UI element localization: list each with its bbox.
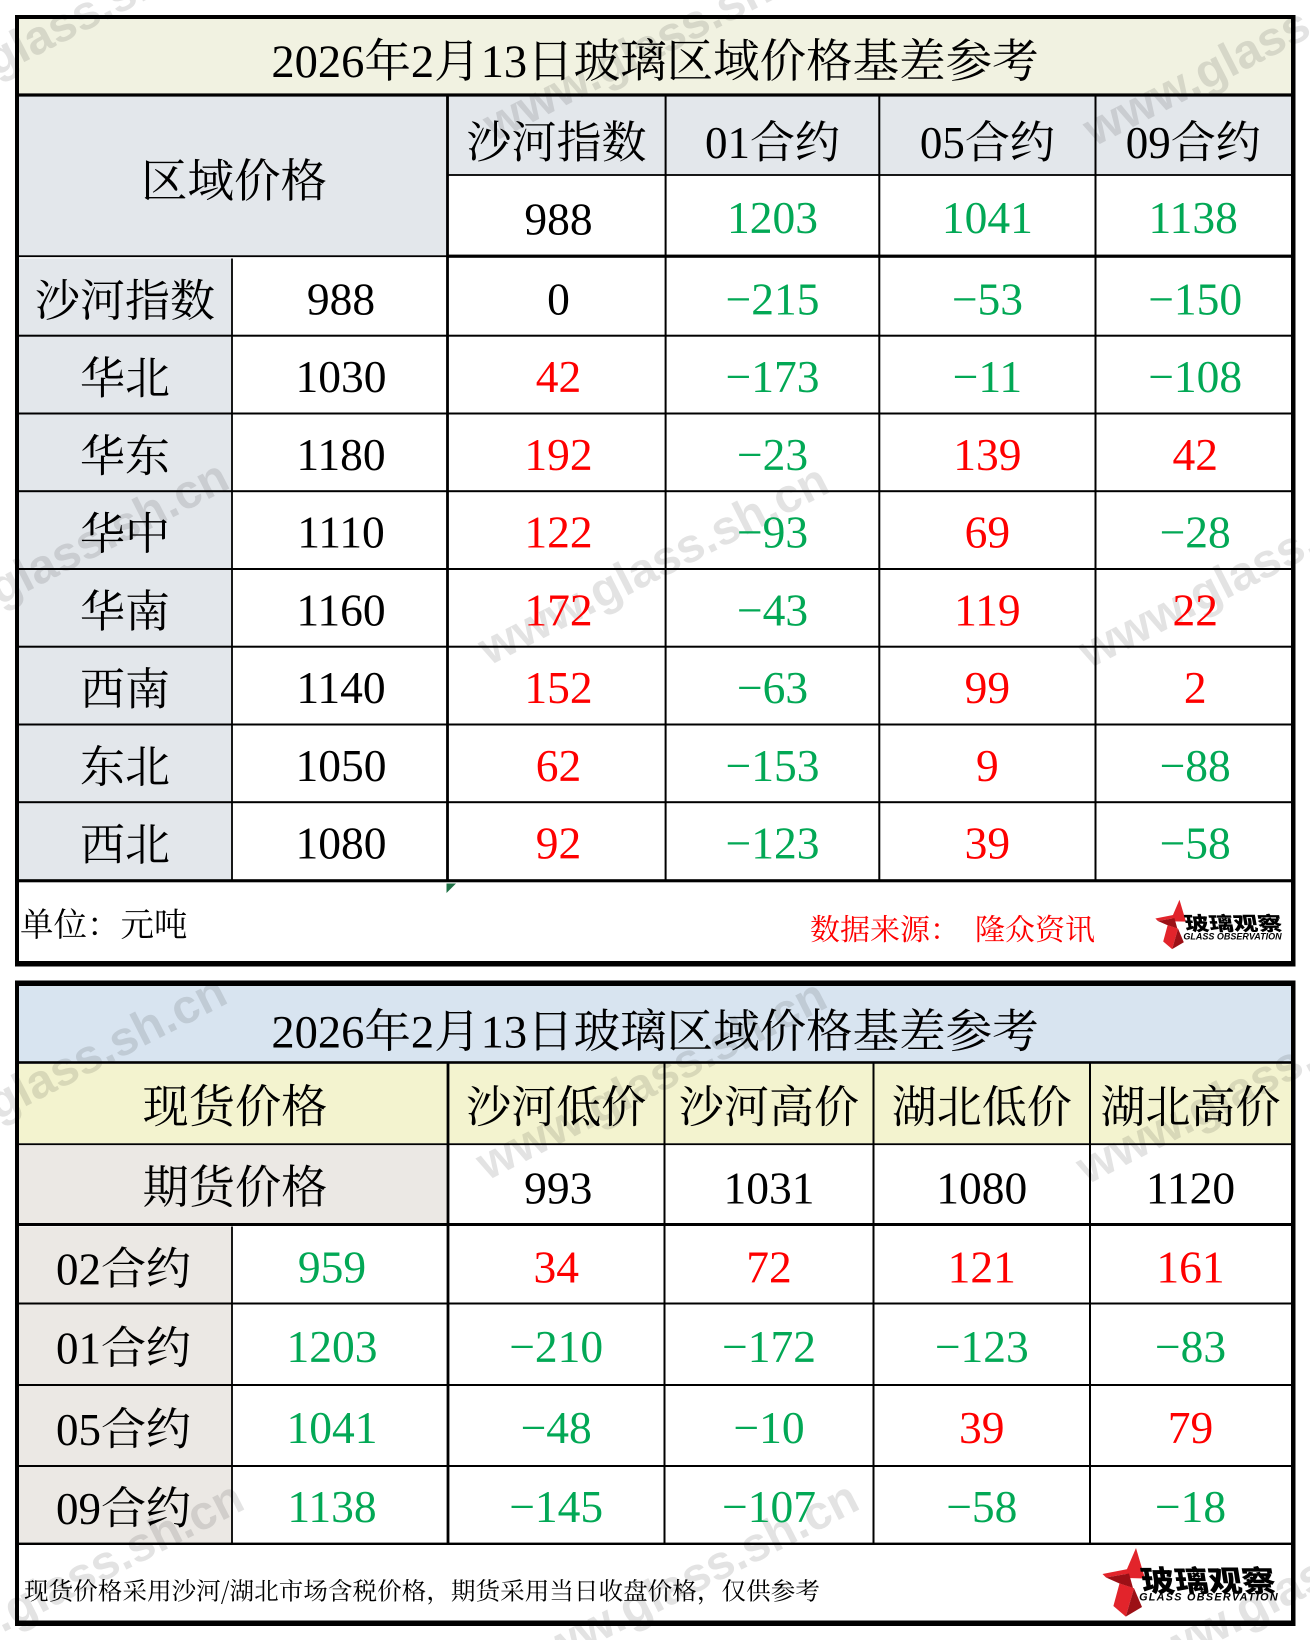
svg-text:92: 92 <box>536 818 582 869</box>
svg-text:−150: −150 <box>1148 274 1242 325</box>
svg-text:2026: 2026 <box>271 37 364 88</box>
svg-text:69: 69 <box>965 507 1011 558</box>
svg-text:1041: 1041 <box>942 192 1033 243</box>
svg-text:−11: −11 <box>953 351 1022 402</box>
svg-text:1180: 1180 <box>296 429 385 480</box>
svg-text:09: 09 <box>1126 118 1171 168</box>
svg-text:−28: −28 <box>1160 507 1231 558</box>
svg-text:09: 09 <box>56 1484 101 1534</box>
svg-text:1140: 1140 <box>296 662 385 713</box>
svg-text:GLASS OBSERVATION: GLASS OBSERVATION <box>1183 932 1282 942</box>
svg-text:34: 34 <box>533 1242 579 1293</box>
svg-text:05: 05 <box>56 1405 101 1455</box>
svg-text:−123: −123 <box>935 1321 1029 1372</box>
svg-text:01: 01 <box>705 118 750 168</box>
svg-text:39: 39 <box>965 818 1011 869</box>
svg-text:−173: −173 <box>726 351 820 402</box>
svg-text:1031: 1031 <box>724 1163 815 1214</box>
svg-text:−43: −43 <box>737 584 808 635</box>
svg-text:993: 993 <box>524 1163 592 1214</box>
svg-text:1041: 1041 <box>287 1402 378 1453</box>
svg-text:99: 99 <box>965 662 1011 713</box>
svg-text:62: 62 <box>536 740 582 791</box>
svg-text:−107: −107 <box>722 1481 816 1532</box>
svg-text:72: 72 <box>746 1242 792 1293</box>
svg-text:1138: 1138 <box>287 1481 376 1532</box>
svg-text:39: 39 <box>959 1402 1005 1453</box>
svg-text:13: 13 <box>481 37 527 88</box>
svg-text:GLASS OBSERVATION: GLASS OBSERVATION <box>1139 1592 1279 1604</box>
svg-text:13: 13 <box>481 1007 527 1058</box>
svg-text:05: 05 <box>920 118 965 168</box>
svg-text:1120: 1120 <box>1146 1163 1235 1214</box>
svg-text:9: 9 <box>976 740 999 791</box>
svg-text:2: 2 <box>411 1007 434 1058</box>
svg-text:152: 152 <box>524 662 592 713</box>
svg-text:1203: 1203 <box>287 1321 378 1372</box>
svg-text:−215: −215 <box>726 274 820 325</box>
svg-text:121: 121 <box>948 1242 1016 1293</box>
svg-text:2026: 2026 <box>271 1007 364 1058</box>
svg-text:−93: −93 <box>737 507 808 558</box>
svg-text:02: 02 <box>56 1244 101 1294</box>
svg-text:139: 139 <box>953 429 1021 480</box>
svg-text:42: 42 <box>1172 429 1218 480</box>
svg-text:192: 192 <box>524 429 592 480</box>
svg-text:−23: −23 <box>737 429 808 480</box>
svg-text:1138: 1138 <box>1149 192 1238 243</box>
svg-text:−153: −153 <box>726 740 820 791</box>
svg-text:1030: 1030 <box>296 351 387 402</box>
svg-text:−145: −145 <box>509 1481 603 1532</box>
svg-text:42: 42 <box>536 351 582 402</box>
svg-text:122: 122 <box>524 507 592 558</box>
svg-text:−53: −53 <box>952 274 1023 325</box>
svg-text:01: 01 <box>56 1324 101 1374</box>
svg-text:1080: 1080 <box>936 1163 1027 1214</box>
svg-text:119: 119 <box>954 584 1021 635</box>
svg-text:−172: −172 <box>722 1321 816 1372</box>
svg-text:2: 2 <box>1184 662 1207 713</box>
svg-text:959: 959 <box>298 1242 366 1293</box>
svg-text:1080: 1080 <box>296 818 387 869</box>
svg-text:1110: 1110 <box>297 507 385 558</box>
svg-text:2: 2 <box>411 37 434 88</box>
svg-text:988: 988 <box>524 193 592 244</box>
svg-text:1160: 1160 <box>296 584 385 635</box>
svg-text:−58: −58 <box>946 1481 1017 1532</box>
svg-text:−123: −123 <box>726 818 820 869</box>
svg-text:988: 988 <box>307 274 375 325</box>
svg-text:−108: −108 <box>1148 351 1242 402</box>
svg-text:0: 0 <box>547 274 570 325</box>
svg-text:−10: −10 <box>733 1402 804 1453</box>
svg-text:−83: −83 <box>1155 1321 1226 1372</box>
svg-text:−18: −18 <box>1155 1481 1226 1532</box>
svg-text:−58: −58 <box>1160 818 1231 869</box>
svg-text:−48: −48 <box>521 1402 592 1453</box>
svg-text:79: 79 <box>1168 1402 1214 1453</box>
svg-text:−63: −63 <box>737 662 808 713</box>
svg-text:161: 161 <box>1156 1242 1224 1293</box>
svg-text:22: 22 <box>1172 584 1218 635</box>
svg-text:172: 172 <box>524 584 592 635</box>
svg-text:1203: 1203 <box>727 192 818 243</box>
svg-text:1050: 1050 <box>296 740 387 791</box>
svg-text:−88: −88 <box>1160 740 1231 791</box>
svg-text:−210: −210 <box>509 1321 603 1372</box>
